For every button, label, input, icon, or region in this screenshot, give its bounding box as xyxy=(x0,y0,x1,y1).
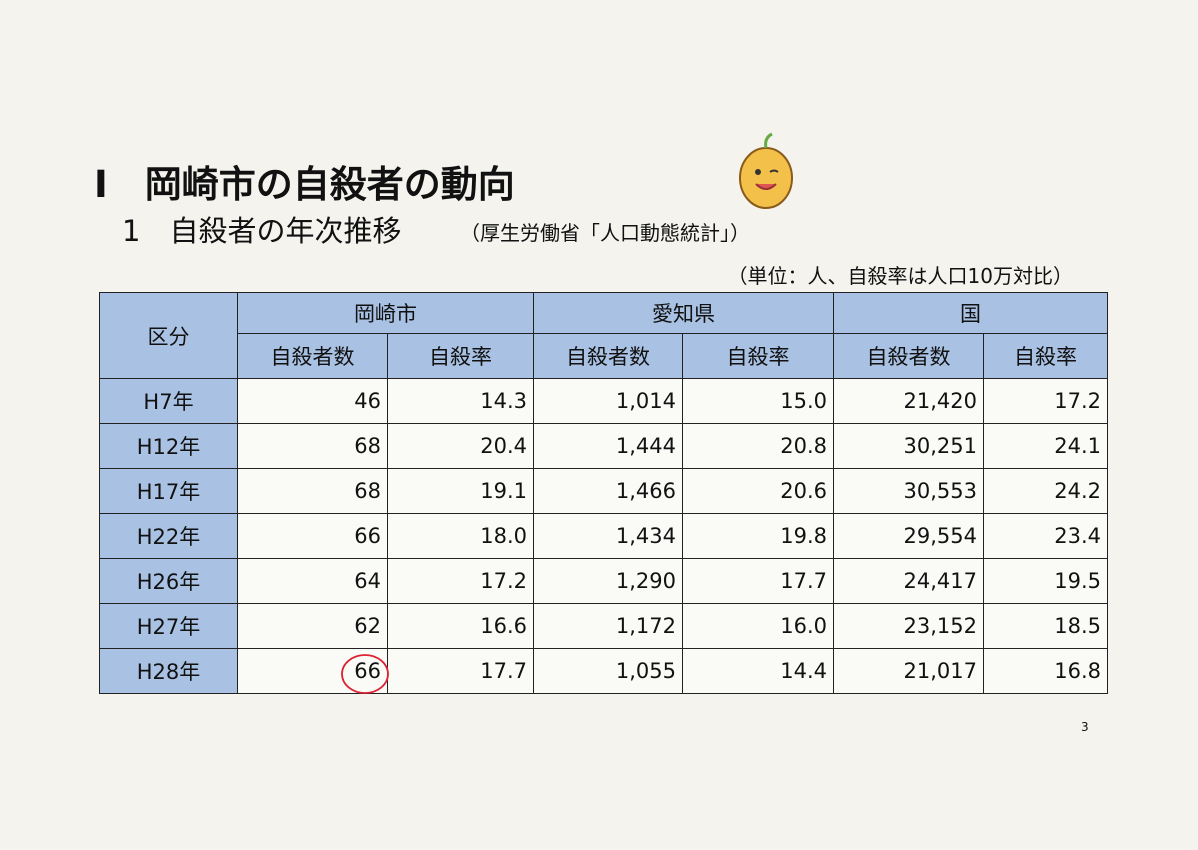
cell: 17.2 xyxy=(983,378,1108,424)
table-row: H26年 64 17.2 1,290 17.7 24,417 19.5 xyxy=(99,558,1108,604)
cell: 62 xyxy=(237,603,388,649)
row-label: H26年 xyxy=(99,558,238,604)
table-row: H12年 68 20.4 1,444 20.8 30,251 24.1 xyxy=(99,423,1108,469)
cell: 23,152 xyxy=(833,603,984,649)
cell: 15.0 xyxy=(682,378,834,424)
cell: 68 xyxy=(237,423,388,469)
cell: 19.5 xyxy=(983,558,1108,604)
cell: 1,434 xyxy=(533,513,683,559)
cell: 24.1 xyxy=(983,423,1108,469)
cell: 64 xyxy=(237,558,388,604)
cell: 24,417 xyxy=(833,558,984,604)
cell: 29,554 xyxy=(833,513,984,559)
cell: 16.0 xyxy=(682,603,834,649)
table-row: H28年 66 17.7 1,055 14.4 21,017 16.8 xyxy=(99,648,1108,694)
cell: 18.0 xyxy=(387,513,534,559)
row-label: H7年 xyxy=(99,378,238,424)
table-row: H7年 46 14.3 1,014 15.0 21,420 17.2 xyxy=(99,378,1108,424)
cell: 23.4 xyxy=(983,513,1108,559)
table-row: H27年 62 16.6 1,172 16.0 23,152 18.5 xyxy=(99,603,1108,649)
cell: 1,172 xyxy=(533,603,683,649)
group-header: 国 xyxy=(833,292,1108,334)
cell: 19.8 xyxy=(682,513,834,559)
table-row: H22年 66 18.0 1,434 19.8 29,554 23.4 xyxy=(99,513,1108,559)
column-header: 自殺者数 xyxy=(533,333,683,379)
cell: 17.2 xyxy=(387,558,534,604)
subtitle: 1 自殺者の年次推移 xyxy=(122,214,402,248)
row-label: H17年 xyxy=(99,468,238,514)
cell: 21,017 xyxy=(833,648,984,694)
cell: 14.3 xyxy=(387,378,534,424)
column-header: 自殺者数 xyxy=(237,333,388,379)
cell: 1,014 xyxy=(533,378,683,424)
page-number: 3 xyxy=(1081,720,1089,734)
cell: 1,055 xyxy=(533,648,683,694)
row-label: H12年 xyxy=(99,423,238,469)
table-row: H17年 68 19.1 1,466 20.6 30,553 24.2 xyxy=(99,468,1108,514)
title: Ⅰ 岡崎市の自殺者の動向 xyxy=(94,163,515,206)
mascot xyxy=(739,132,793,209)
cell: 24.2 xyxy=(983,468,1108,514)
group-header: 岡崎市 xyxy=(237,292,534,334)
column-header: 自殺率 xyxy=(983,333,1108,379)
cell: 20.4 xyxy=(387,423,534,469)
row-label: H22年 xyxy=(99,513,238,559)
cell: 18.5 xyxy=(983,603,1108,649)
column-header: 自殺率 xyxy=(387,333,534,379)
column-header: 自殺率 xyxy=(682,333,834,379)
cell: 17.7 xyxy=(387,648,534,694)
cell: 20.6 xyxy=(682,468,834,514)
source: （厚生労働省「人口動態統計」） xyxy=(460,221,750,245)
cell: 1,444 xyxy=(533,423,683,469)
group-header: 愛知県 xyxy=(533,292,834,334)
cell: 1,290 xyxy=(533,558,683,604)
cell: 68 xyxy=(237,468,388,514)
cell: 66 xyxy=(237,513,388,559)
corner-header: 区分 xyxy=(99,292,238,379)
cell: 21,420 xyxy=(833,378,984,424)
cell: 30,251 xyxy=(833,423,984,469)
cell: 16.8 xyxy=(983,648,1108,694)
cell: 30,553 xyxy=(833,468,984,514)
unit-note: （単位：人、自殺率は人口10万対比） xyxy=(727,264,1073,288)
cell: 16.6 xyxy=(387,603,534,649)
row-label: H28年 xyxy=(99,648,238,694)
cell: 1,466 xyxy=(533,468,683,514)
red-circle-mark xyxy=(341,654,389,694)
data-table: 区分 岡崎市 愛知県 国 自殺者数 自殺率 自殺者数 自殺率 自殺者数 自殺率 H7年 46… xyxy=(99,292,1108,694)
cell: 46 xyxy=(237,378,388,424)
cell: 17.7 xyxy=(682,558,834,604)
row-label: H27年 xyxy=(99,603,238,649)
cell: 19.1 xyxy=(387,468,534,514)
cell: 14.4 xyxy=(682,648,834,694)
cell: 20.8 xyxy=(682,423,834,469)
column-header: 自殺者数 xyxy=(833,333,984,379)
